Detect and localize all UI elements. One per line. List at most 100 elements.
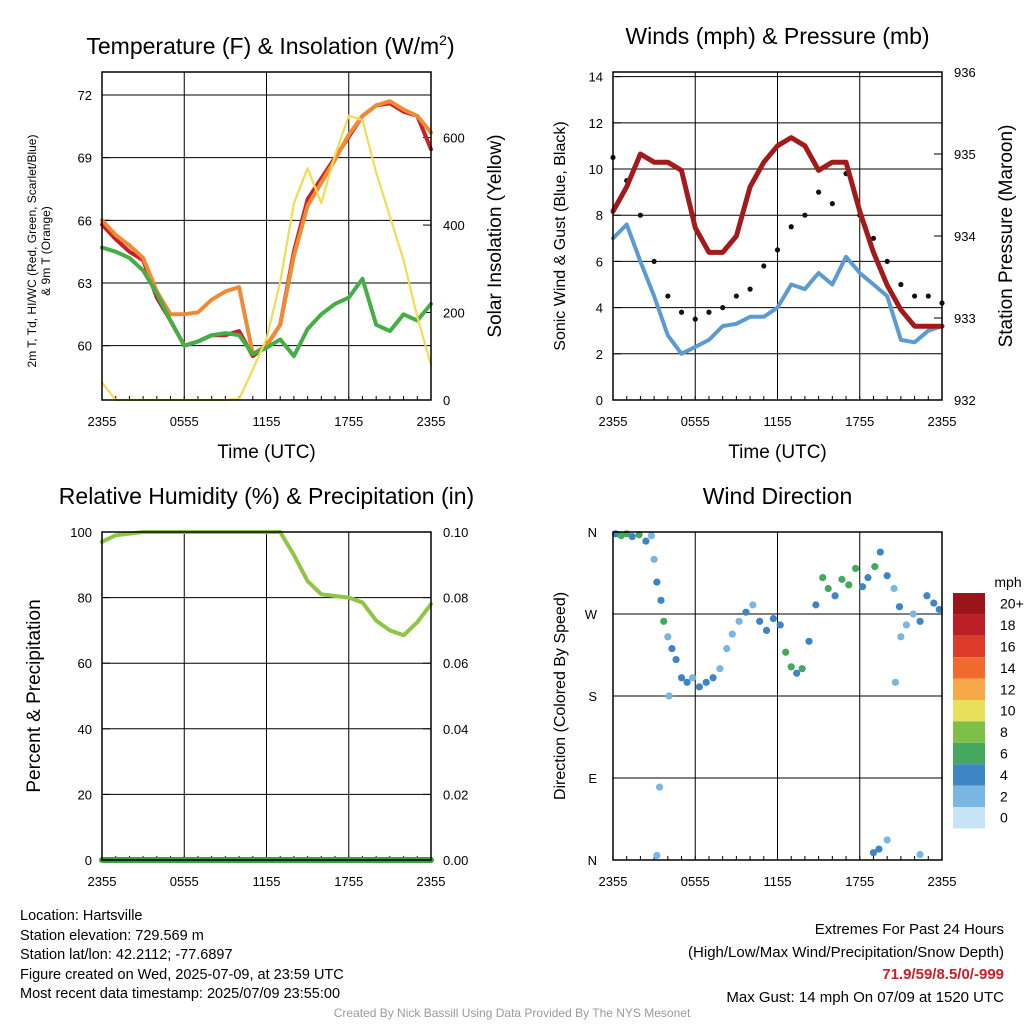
x-tick-label: 1755	[334, 414, 363, 429]
x-tick-label: 1755	[845, 874, 874, 889]
x-tick-label: 1155	[253, 414, 281, 429]
direction-point	[883, 572, 891, 580]
colorbar-swatch	[953, 593, 985, 615]
colorbar-label: 12	[1000, 681, 1016, 697]
colorbar-swatch	[953, 764, 985, 786]
direction-point	[650, 555, 658, 563]
direction-point	[891, 678, 899, 686]
x-tick-label: 2355	[599, 414, 628, 429]
direction-point	[883, 836, 891, 844]
plot-frame	[612, 531, 943, 861]
direction-point	[653, 578, 661, 586]
plot-frame	[612, 71, 943, 401]
colorbar-swatch	[953, 742, 985, 765]
y-left-tick-label: 69	[78, 151, 92, 166]
direction-point	[735, 617, 743, 625]
colorbar-swatch	[953, 657, 985, 679]
direction-point	[935, 605, 943, 614]
y-right-tick-label: 0.08	[443, 591, 468, 606]
direction-point	[819, 573, 827, 582]
plot-frame	[101, 531, 432, 861]
direction-point	[749, 601, 757, 609]
y-left-tick-label: 0	[596, 393, 603, 408]
gust-point	[665, 293, 671, 299]
gust-point	[816, 189, 822, 195]
direction-point	[831, 592, 839, 600]
y-left-tick-label: 8	[596, 208, 603, 223]
y-left-tick-label: 100	[70, 525, 92, 540]
series-station-pressure	[610, 135, 945, 329]
x-tick-label: 2355	[928, 414, 957, 429]
extremes-subtitle: (High/Low/Max Wind/Precipitation/Snow De…	[688, 943, 1004, 961]
y-left-tick-label: 10	[589, 162, 603, 177]
direction-point	[838, 575, 846, 583]
y-right-tick-label: 400	[443, 218, 465, 233]
y-left-tick-label: 80	[78, 591, 92, 606]
colorbar-swatch	[953, 807, 985, 829]
direction-point	[864, 573, 872, 582]
extremes-title: Extremes For Past 24 Hours	[814, 921, 1004, 938]
gust-point	[911, 293, 918, 299]
y-left-axis-label: 2m T, Td, HI/WC (Red, Green, Scarlet/Blu…	[25, 135, 39, 368]
y-right-axis-label: Station Pressure (Maroon)	[996, 125, 1017, 348]
y-left-tick-label: 66	[78, 213, 92, 228]
direction-point	[742, 608, 750, 616]
direction-point	[776, 621, 784, 629]
direction-point	[876, 548, 884, 556]
y-left-axis-label-line2: & 9m T (Orange)	[39, 206, 53, 296]
gust-point	[788, 224, 794, 230]
gust-point	[720, 305, 726, 311]
colorbar-label: 14	[1000, 660, 1016, 676]
y-right-tick-label: 0.00	[443, 853, 468, 868]
y-tick-label: W	[585, 607, 598, 622]
extremes-values: 71.9/59/8.5/0/-999	[882, 966, 1004, 983]
y-left-tick-label: 60	[78, 339, 92, 354]
direction-point	[793, 669, 801, 677]
direction-point	[930, 599, 938, 607]
direction-point	[677, 674, 686, 682]
y-tick-label: E	[588, 771, 597, 786]
chart-title: Wind Direction	[703, 483, 853, 509]
y-left-axis-label: Percent & Precipitation	[24, 599, 45, 792]
direction-point	[628, 532, 636, 541]
x-tick-label: 2355	[599, 874, 628, 889]
chart-title: Temperature (F) & Insolation (W/m2)	[86, 32, 454, 59]
y-right-tick-label: 935	[954, 147, 976, 162]
x-tick-label: 2355	[417, 874, 446, 889]
y-left-tick-label: 60	[78, 656, 92, 671]
colorbar-label: 8	[1000, 724, 1008, 740]
figure-created: Figure created on Wed, 2025-07-09, at 23…	[20, 966, 344, 983]
recent-timestamp: Most recent data timestamp: 2025/07/09 2…	[20, 986, 341, 1003]
direction-point	[852, 564, 860, 573]
colorbar-label: 6	[1000, 746, 1008, 762]
chart-title: Winds (mph) & Pressure (mb)	[625, 23, 929, 49]
gust-point	[761, 263, 767, 269]
y-left-tick-label: 72	[78, 88, 92, 103]
direction-point	[812, 601, 820, 609]
y-right-tick-label: 933	[954, 311, 976, 326]
y-tick-label: N	[588, 853, 597, 868]
gust-point	[733, 293, 739, 299]
direction-point	[824, 584, 832, 593]
y-left-tick-label: 63	[78, 276, 92, 291]
colorbar-label: 10	[1000, 703, 1016, 719]
gust-point	[678, 309, 685, 315]
y-right-tick-label: 932	[954, 393, 976, 408]
gust-point	[706, 309, 712, 315]
colorbar-label: 0	[1000, 810, 1008, 826]
y-left-tick-label: 14	[589, 70, 603, 85]
y-left-tick-label: 0	[85, 853, 92, 868]
direction-point	[769, 614, 777, 623]
direction-point	[902, 621, 910, 629]
direction-point	[695, 683, 703, 691]
colorbar-swatch	[953, 635, 985, 658]
direction-point	[683, 678, 691, 686]
colorbar-swatch	[953, 785, 985, 807]
extremes-info: Extremes For Past 24 Hours (High/Low/Max…	[688, 919, 1004, 1009]
direction-point	[664, 633, 672, 641]
colorbar-swatch	[953, 700, 985, 722]
gust-point	[898, 281, 904, 288]
direction-point	[709, 674, 717, 682]
x-tick-label: 0555	[681, 414, 710, 429]
plot-frame	[101, 71, 432, 401]
